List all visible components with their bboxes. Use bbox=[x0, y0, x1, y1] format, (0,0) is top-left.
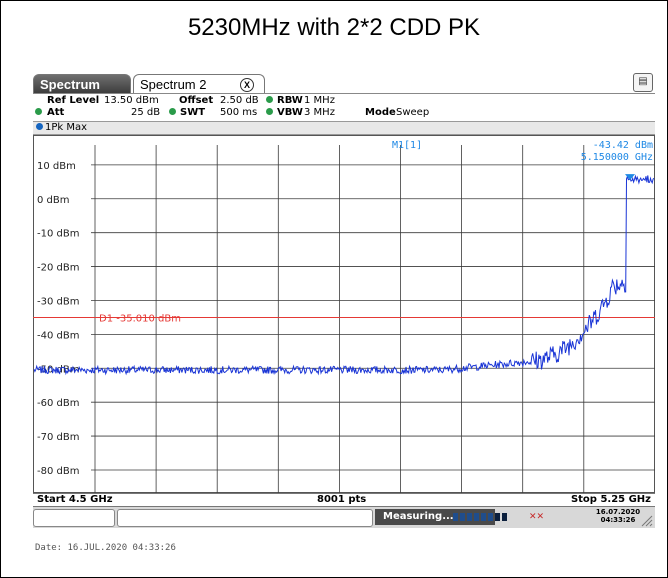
close-tab-icon[interactable]: X bbox=[240, 78, 254, 92]
tab-spectrum-2-label: Spectrum 2 bbox=[140, 77, 207, 92]
marker-m1-icon bbox=[625, 174, 635, 181]
vbw-label: VBW bbox=[277, 107, 303, 118]
sweep-progress-bar bbox=[453, 513, 523, 521]
tab-spectrum-2[interactable]: Spectrum 2 X bbox=[133, 74, 265, 93]
y-tick-label: 0 dBm bbox=[37, 195, 70, 206]
mode-value: Sweep bbox=[396, 107, 430, 118]
window-settings-icon[interactable]: ▤ bbox=[633, 73, 653, 92]
measuring-indicator: Measuring... bbox=[375, 509, 495, 525]
spectrum-plot-svg: 10 dBm 0 dBm -10 dBm -20 dBm -30 dBm -40 dBm -… bbox=[33, 135, 655, 493]
frequency-axis-bar: Start 4.5 GHz 8001 pts Stop 5.25 GHz bbox=[33, 493, 655, 507]
resize-grip-icon[interactable] bbox=[639, 513, 653, 527]
rbw-coupled-icon bbox=[266, 96, 273, 103]
tab-spectrum[interactable]: Spectrum bbox=[33, 74, 131, 93]
tab-bar: Spectrum Spectrum 2 X ▤ bbox=[33, 71, 655, 94]
y-tick-label: -10 dBm bbox=[37, 229, 79, 240]
display-line-label: D1 -35.010 dBm bbox=[99, 313, 181, 324]
status-datetime: 16.07.2020 04:33:26 bbox=[593, 508, 643, 524]
y-tick-label: -40 dBm bbox=[37, 330, 79, 341]
vbw-value: 3 MHz bbox=[304, 107, 335, 118]
measuring-label: Measuring... bbox=[383, 511, 454, 522]
measurement-parameters: Ref Level 13.50 dBm Offset 2.50 dB RBW 1… bbox=[33, 94, 655, 119]
att-coupled-icon bbox=[35, 108, 42, 115]
date-footer: Date: 16.JUL.2020 04:33:26 bbox=[35, 543, 176, 553]
swt-value: 500 ms bbox=[220, 107, 258, 118]
start-frequency: Start 4.5 GHz bbox=[37, 494, 113, 505]
trace-info-bar: 1Pk Max bbox=[33, 121, 655, 135]
stop-frequency: Stop 5.25 GHz bbox=[570, 494, 651, 505]
swt-label: SWT bbox=[180, 107, 206, 118]
mode-label: Mode bbox=[365, 107, 396, 118]
swt-coupled-icon bbox=[169, 108, 176, 115]
y-tick-label: -70 dBm bbox=[37, 432, 79, 443]
rbw-value: 1 MHz bbox=[304, 95, 335, 106]
marker-frequency: 5.150000 GHz bbox=[581, 152, 653, 163]
trace-1 bbox=[33, 174, 655, 376]
y-tick-label: -60 dBm bbox=[37, 398, 79, 409]
vbw-coupled-icon bbox=[266, 108, 273, 115]
overload-status-icon: ✕✕ bbox=[529, 512, 545, 522]
figure-caption: 5230MHz with 2*2 CDD PK bbox=[187, 14, 481, 41]
offset-label: Offset bbox=[179, 95, 214, 106]
marker-level: -43.42 dBm bbox=[593, 140, 653, 151]
analyzer-screen: Spectrum Spectrum 2 X ▤ Ref Level 13.50 d… bbox=[33, 71, 655, 536]
att-value: 25 dB bbox=[131, 107, 161, 118]
plot-border bbox=[33, 135, 655, 493]
status-time: 04:33:26 bbox=[600, 516, 636, 524]
status-bar: Measuring... ✕✕ 16.07.2020 04:33:26 bbox=[33, 507, 655, 528]
y-tick-label: -30 dBm bbox=[37, 296, 79, 307]
offset-value: 2.50 dB bbox=[220, 95, 259, 106]
trace-1-indicator-icon bbox=[36, 123, 43, 130]
status-field-1[interactable] bbox=[33, 509, 115, 527]
ref-level-value: 13.50 dBm bbox=[104, 95, 159, 106]
sweep-points: 8001 pts bbox=[317, 494, 367, 505]
y-tick-label: 10 dBm bbox=[37, 161, 76, 172]
status-date: 16.07.2020 bbox=[595, 508, 641, 516]
y-tick-label: -80 dBm bbox=[37, 466, 79, 477]
marker-name: M1[1] bbox=[392, 140, 422, 151]
spectrum-plot: 10 dBm 0 dBm -10 dBm -20 dBm -30 dBm -40 dBm -… bbox=[33, 135, 655, 493]
status-field-2[interactable] bbox=[117, 509, 373, 527]
tab-spectrum-label: Spectrum bbox=[40, 77, 100, 92]
trace-1-label: 1Pk Max bbox=[45, 122, 88, 133]
y-tick-label: -20 dBm bbox=[37, 263, 79, 274]
ref-level-label: Ref Level bbox=[47, 95, 100, 106]
att-label: Att bbox=[47, 107, 65, 118]
rbw-label: RBW bbox=[277, 95, 303, 106]
